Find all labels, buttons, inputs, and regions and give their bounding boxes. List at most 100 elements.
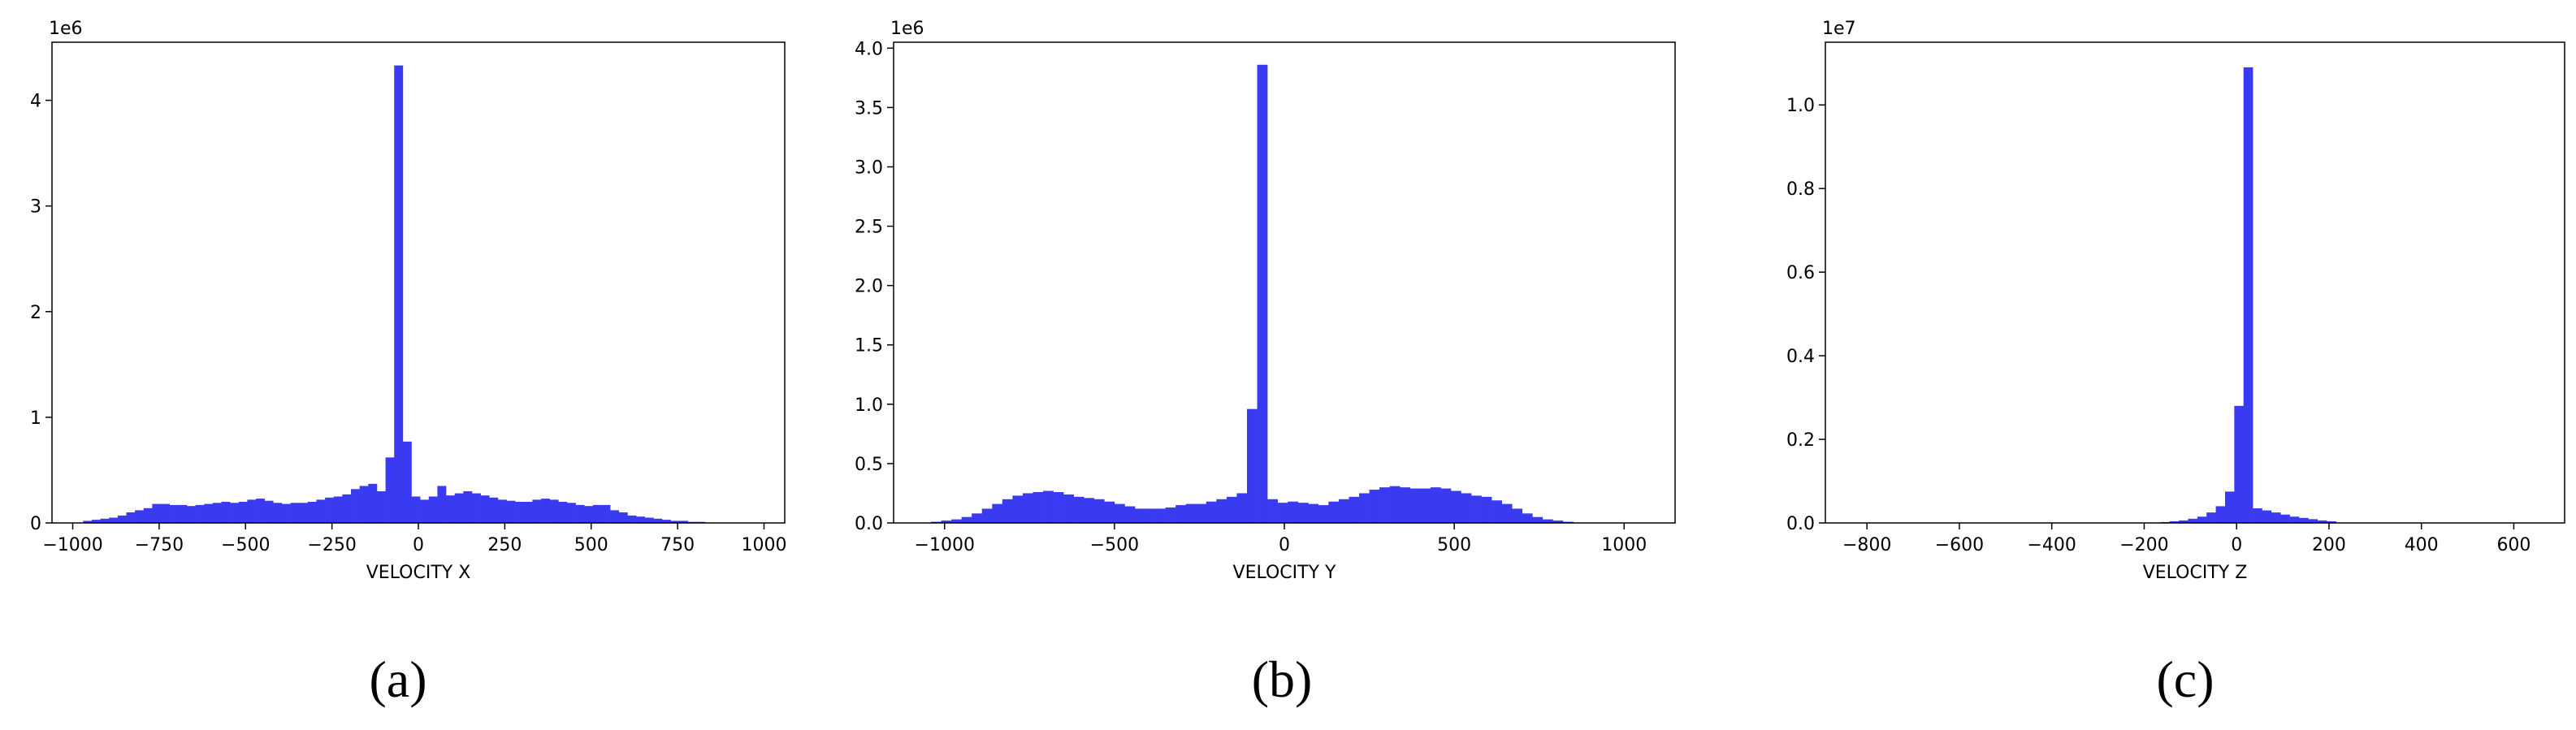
histogram-bar [1175,505,1187,523]
histogram-bar [437,486,447,523]
histogram-bar [981,508,993,523]
histogram-bar [385,457,395,523]
y-tick-label: 1.0 [855,395,883,416]
histogram-bar [2298,517,2309,523]
y-axis-multiplier: 1e6 [890,19,924,39]
histogram-bar [1369,490,1380,523]
y-tick-label: 0 [30,514,41,534]
x-tick-label: 500 [574,535,608,555]
y-axis-multiplier: 1e6 [49,19,83,39]
histogram-bar [627,515,637,523]
histogram-bar [1400,487,1411,523]
x-tick-label: 0 [413,535,424,555]
x-tick-label: −500 [221,535,270,555]
x-axis-label: VELOCITY Y [1233,563,1336,583]
histogram-bar [1043,490,1054,523]
histogram-bar [307,501,317,523]
histogram-bar [1512,508,1523,523]
histogram-bar [325,497,335,523]
histogram-bar [1359,493,1370,523]
chart-panel-3: −800 −600 −400 −200 0 200 400 600 0.0 0.2 0.4 0.6 0.… [1786,19,2565,708]
histogram-bar [1002,499,1013,523]
histogram-bar [566,503,576,523]
histogram-bar [1308,503,1319,523]
histogram-bar [273,503,283,523]
histogram-bar [1165,508,1176,523]
x-tick-label: −200 [2119,535,2168,555]
histogram-bar [1349,496,1360,523]
histogram-bar [549,499,559,523]
histogram-bar [91,520,101,523]
x-tick-label: 400 [2405,535,2439,555]
y-tick-label: 0.2 [1786,430,1815,451]
x-tick-label: −400 [2027,535,2076,555]
x-tick-label: 1000 [1601,535,1647,555]
y-tick-label: 1.0 [1786,96,1815,116]
histogram-bar [394,65,404,524]
histogram-bar [178,504,188,523]
histogram-bar [2262,510,2272,523]
y-tick-label: 1.5 [855,336,883,356]
histogram-bar [1440,488,1452,523]
histogram-bar [636,516,645,523]
histogram-bar [951,519,962,523]
histogram-bar [463,490,473,523]
histogram-bar [316,499,326,523]
histogram-bar [1522,513,1533,523]
histogram-bar [368,483,378,523]
x-tick-label: 1000 [741,535,786,555]
x-tick-label: −600 [1935,535,1984,555]
histogram-bar [264,500,274,523]
histogram-bar [1104,501,1115,523]
histogram-bar [497,499,507,523]
y-tick-label: 2.0 [855,277,883,297]
histogram-bar [247,499,257,523]
histogram-bar [601,504,611,523]
x-tick-label: 0 [1279,535,1290,555]
histogram-bar [1022,493,1033,523]
histogram-bar [1185,503,1197,523]
y-tick-label: 2.5 [855,218,883,238]
histogram-bar [1145,508,1156,523]
y-tick-label: 3.0 [855,158,883,178]
histogram-bar [1409,488,1421,523]
histogram-bar [2308,519,2318,523]
histogram-bar [992,503,1003,523]
histogram-bar [1206,501,1217,523]
panel-caption: (b) [1252,650,1313,708]
histogram-bar [972,513,983,523]
histogram-bar [1338,499,1349,523]
histogram-bar [109,517,119,523]
histogram-bar [670,521,680,523]
histogram-bar [333,496,343,523]
histogram-bar [152,503,162,523]
histogram-bar [281,503,291,523]
histogram-bar [83,521,93,523]
histogram-bar [1450,490,1461,523]
histogram-bar [618,512,628,523]
histogram-bar [376,490,386,523]
histogram-bar [2179,520,2189,523]
histogram-bar [411,496,421,523]
histogram-bar [592,504,602,523]
histogram-bar [1461,493,1472,523]
histogram-bar [1257,64,1268,523]
x-axis-label: VELOCITY Z [2143,563,2248,583]
histogram-bar [1063,494,1074,523]
x-tick-label: −500 [1090,535,1139,555]
y-tick-label: 0.8 [1786,179,1815,200]
histogram-bar [653,518,663,523]
histogram-bar [256,499,265,523]
y-tick-label: 0.0 [1786,514,1815,534]
panel-caption: (a) [369,650,426,708]
x-tick-label: −1000 [42,535,102,555]
histogram-bar [610,510,620,523]
histogram-bar [1267,499,1278,523]
histogram-bar [1093,499,1105,523]
chart-panel-1: −1000 −750 −500 −250 0 250 500 750 1000 0 1 2 3 4 1e6 V… [30,19,786,708]
x-tick-label: 750 [660,535,695,555]
histogram-bar [230,503,240,523]
histogram-bar [2206,512,2216,523]
histogram-bar [1552,521,1564,523]
